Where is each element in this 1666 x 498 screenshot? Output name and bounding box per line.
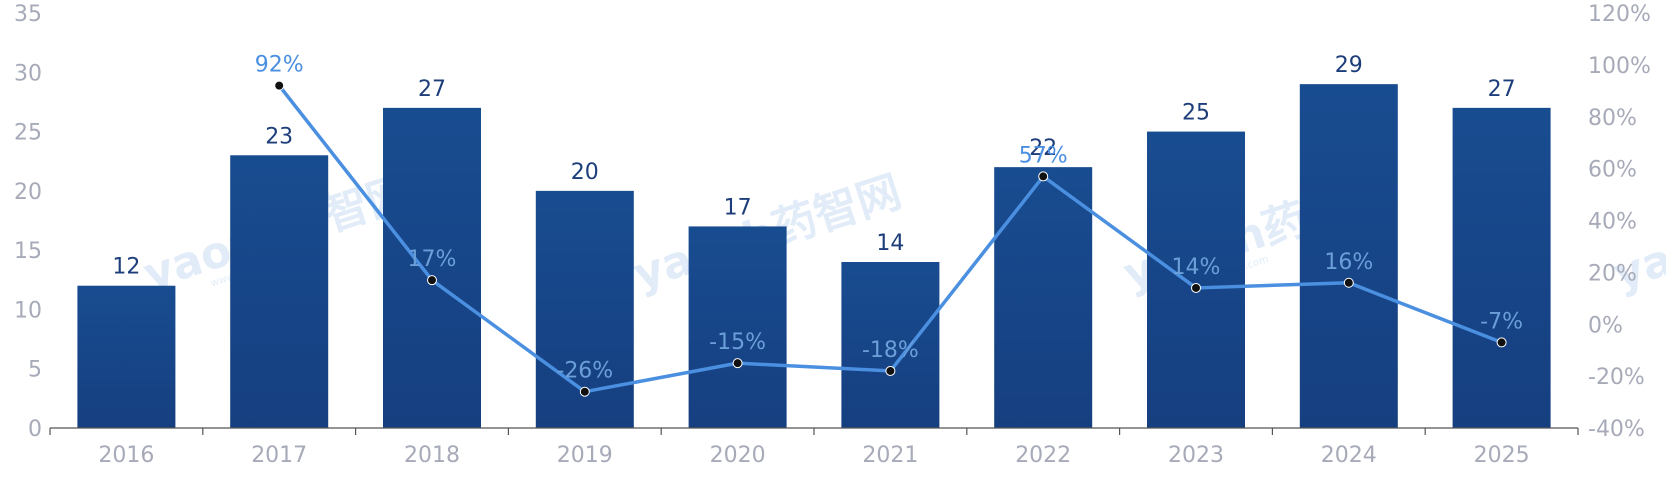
growth-point-2020 [732, 358, 743, 369]
right-y-tick-label: -40% [1588, 417, 1645, 442]
data-labels: 12 23 27 20 17 14 22 25 29 27 92% 17% -26% -15% -18% 57… [112, 53, 1523, 384]
x-tick-label: 2023 [1168, 443, 1224, 468]
x-tick-label: 2017 [251, 443, 307, 468]
bar-2025 [1452, 107, 1551, 428]
x-tick-label: 2024 [1321, 443, 1377, 468]
x-tick-label: 2020 [710, 443, 766, 468]
left-y-tick-label: 25 [14, 121, 42, 146]
growth-point-2017 [274, 80, 285, 91]
growth-value-label: 92% [255, 53, 304, 78]
right-y-tick-label: 0% [1588, 313, 1623, 338]
left-y-tick-label: 20 [14, 180, 42, 205]
bar-2022 [994, 167, 1093, 428]
right-y-tick-label: 100% [1588, 54, 1651, 79]
bar-2020 [688, 226, 787, 428]
right-y-tick-label: 60% [1588, 158, 1637, 183]
bar-2024 [1299, 84, 1398, 429]
left-y-tick-label: 10 [14, 298, 42, 323]
right-y-tick-label: 40% [1588, 210, 1637, 235]
left-y-axis: 0 5 10 15 20 25 30 35 [14, 2, 42, 442]
growth-value-label: -26% [556, 359, 613, 384]
growth-point-2025 [1496, 337, 1507, 348]
watermark: yaozh药智网www.yaozh.com [1608, 166, 1666, 300]
growth-value-label: -7% [1480, 309, 1523, 334]
growth-value-label: 16% [1324, 250, 1373, 275]
x-tick-label: 2021 [862, 443, 918, 468]
bar-value-label: 23 [265, 124, 293, 149]
x-tick-label: 2025 [1474, 443, 1530, 468]
right-y-tick-label: 20% [1588, 261, 1637, 286]
left-y-tick-label: 5 [28, 358, 42, 383]
bar-2023 [1147, 131, 1245, 429]
right-y-tick-label: -20% [1588, 365, 1645, 390]
right-y-axis: -40% -20% 0% 20% 40% 60% 80% 100% 120% [1588, 2, 1651, 442]
bar-value-label: 14 [876, 231, 904, 256]
left-y-tick-label: 30 [14, 61, 42, 86]
bar-value-label: 17 [724, 195, 752, 220]
bar-2018 [383, 107, 481, 428]
bar-value-label: 27 [1488, 77, 1516, 102]
growth-value-label: 17% [408, 247, 457, 272]
growth-point-2023 [1191, 282, 1201, 293]
bar-2017 [230, 155, 329, 429]
bar-value-label: 12 [112, 255, 140, 280]
growth-point-2024 [1343, 277, 1354, 288]
right-y-tick-label: 80% [1588, 106, 1637, 131]
bar-2021 [841, 262, 940, 428]
growth-value-label: 14% [1172, 255, 1221, 280]
left-y-tick-label: 0 [28, 417, 42, 442]
growth-value-label: -15% [709, 330, 766, 355]
growth-point-2019 [579, 386, 590, 397]
bar-value-label: 22 [1029, 136, 1057, 161]
bar-value-label: 25 [1182, 101, 1210, 126]
growth-point-2018 [427, 275, 437, 286]
x-tick-label: 2016 [98, 443, 154, 468]
growth-line-series [274, 80, 1507, 397]
left-y-tick-label: 15 [14, 239, 42, 264]
growth-point-2021 [885, 365, 896, 376]
bar-value-label: 27 [418, 77, 446, 102]
x-tick-label: 2019 [557, 443, 613, 468]
left-y-tick-label: 35 [14, 2, 42, 27]
growth-point-2022 [1038, 171, 1049, 182]
x-axis: 2016 2017 2018 2019 2020 2021 2022 2023 2024 2025 [49, 427, 1579, 468]
growth-value-label: 57% [1019, 143, 1068, 168]
growth-value-label: -18% [862, 338, 919, 363]
x-tick-label: 2022 [1015, 443, 1071, 468]
bar-series [77, 84, 1551, 429]
bar-2016 [77, 285, 176, 428]
bar-value-label: 29 [1335, 53, 1363, 78]
bar-value-label: 20 [571, 160, 599, 185]
x-tick-label: 2018 [404, 443, 460, 468]
right-y-tick-label: 120% [1588, 2, 1651, 27]
